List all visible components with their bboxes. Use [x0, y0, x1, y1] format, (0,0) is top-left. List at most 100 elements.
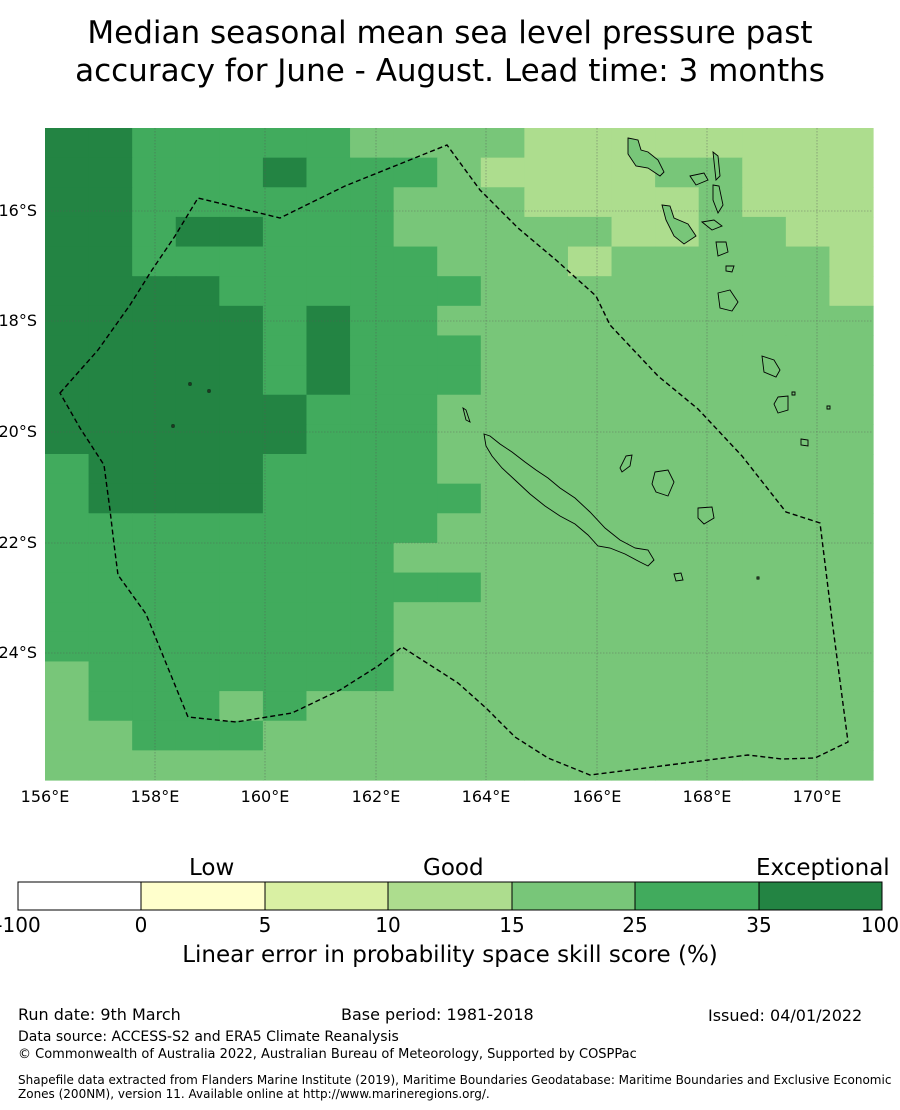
skill-cell: [45, 513, 90, 544]
skill-cell: [45, 365, 90, 396]
skill-cell: [45, 424, 90, 455]
skill-cell: [45, 128, 90, 159]
skill-cell: [611, 187, 656, 218]
skill-cell: [480, 513, 525, 544]
lon-label-166e: 166°E: [573, 787, 622, 806]
lon-label-158e: 158°E: [131, 787, 180, 806]
skill-cell: [437, 365, 482, 396]
skill-cell: [655, 128, 700, 159]
skill-cell: [829, 365, 874, 396]
colorbar-bin-5-10: [265, 882, 388, 910]
aniwa-island: [826, 405, 831, 410]
skill-cell: [785, 187, 831, 218]
skill-cell: [132, 454, 177, 485]
skill-cell: [480, 691, 525, 722]
skill-cell: [219, 720, 264, 751]
skill-cell: [393, 750, 438, 781]
skill-cell: [655, 661, 700, 692]
skill-cell: [132, 602, 177, 633]
skill-cell: [655, 365, 700, 396]
skill-cell: [567, 661, 613, 692]
skill-cell: [262, 602, 308, 633]
skill-cell: [132, 542, 177, 574]
skill-cell: [698, 394, 743, 425]
skill-cell: [88, 750, 133, 781]
skill-cell: [567, 720, 613, 751]
skill-cell: [175, 394, 220, 425]
chesterfield-islet-c: [171, 424, 175, 428]
skill-cell: [45, 187, 90, 218]
skill-cell: [393, 631, 438, 663]
colorbar-bin-10-15: [388, 882, 512, 910]
skill-cell: [45, 246, 90, 277]
base-period: Base period: 1981-2018: [341, 1005, 534, 1024]
skill-cell: [350, 483, 395, 514]
skill-cell: [698, 454, 743, 485]
skill-cell: [480, 335, 525, 366]
colorbar-bin-35-100: [759, 882, 882, 910]
skill-cell: [306, 128, 351, 159]
data-source: Data source: ACCESS-S2 and ERA5 Climate …: [18, 1029, 399, 1045]
skill-cell: [611, 661, 656, 692]
lat-label-24s: 24°S: [0, 643, 37, 662]
skill-cell: [742, 424, 787, 455]
skill-cell: [219, 454, 264, 485]
lat-label-20s: 20°S: [0, 422, 37, 441]
skill-cell: [132, 691, 177, 722]
skill-cell: [88, 720, 133, 751]
skill-cell: [393, 602, 438, 633]
issued-date: Issued: 04/01/2022: [708, 1006, 863, 1025]
skill-cell: [655, 276, 700, 307]
lon-label-168e: 168°E: [683, 787, 732, 806]
lat-labels: 16°S 18°S 20°S 22°S 24°S: [0, 201, 37, 662]
skill-cell: [785, 157, 831, 188]
skill-cell: [829, 128, 874, 159]
skill-cell: [567, 157, 613, 188]
skill-cell: [350, 720, 395, 751]
skill-cell: [480, 276, 525, 307]
skill-cell: [393, 157, 438, 188]
skill-cell: [306, 394, 351, 425]
skill-cell: [698, 572, 743, 603]
skill-cell: [480, 483, 525, 514]
skill-cell: [393, 720, 438, 751]
skill-cell: [88, 157, 133, 188]
skill-cell: [829, 720, 874, 751]
category-good: Good: [423, 855, 484, 881]
islands: [171, 137, 831, 582]
vanuatu-ambae: [689, 172, 709, 186]
lon-label-156e: 156°E: [21, 787, 70, 806]
title-line-2: accuracy for June - August. Lead time: 3…: [75, 53, 825, 89]
skill-cell: [88, 128, 133, 159]
skill-cell: [306, 454, 351, 485]
skill-cell: [45, 602, 90, 633]
skill-cell: [306, 157, 351, 188]
category-exceptional: Exceptional: [756, 855, 890, 881]
skill-cell: [611, 572, 656, 603]
skill-cell: [262, 394, 308, 425]
skill-cell: [785, 483, 831, 514]
skill-cell: [262, 631, 308, 663]
skill-cell: [45, 720, 90, 751]
skill-cell: [785, 661, 831, 692]
skill-cell: [45, 483, 90, 514]
skill-cell: [219, 246, 264, 277]
skill-cell: [306, 246, 351, 277]
skill-cell: [655, 602, 700, 633]
vanuatu-malekula: [661, 204, 697, 245]
colorbar-tick-15: 15: [499, 913, 525, 937]
skill-cell: [306, 187, 351, 218]
skill-cell: [88, 216, 133, 248]
loyalty-island-lifou: [651, 469, 675, 497]
skill-cell: [393, 216, 438, 248]
lon-label-160e: 160°E: [241, 787, 290, 806]
skill-cell: [655, 305, 700, 337]
erromango-island: [773, 395, 789, 414]
skill-cell: [567, 542, 613, 574]
skill-cell: [350, 394, 395, 425]
skill-cell: [88, 187, 133, 218]
skill-cell: [785, 394, 831, 425]
skill-cell: [175, 128, 220, 159]
skill-cell: [567, 305, 613, 337]
